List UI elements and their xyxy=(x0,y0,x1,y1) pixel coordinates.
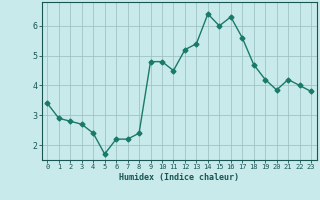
X-axis label: Humidex (Indice chaleur): Humidex (Indice chaleur) xyxy=(119,173,239,182)
